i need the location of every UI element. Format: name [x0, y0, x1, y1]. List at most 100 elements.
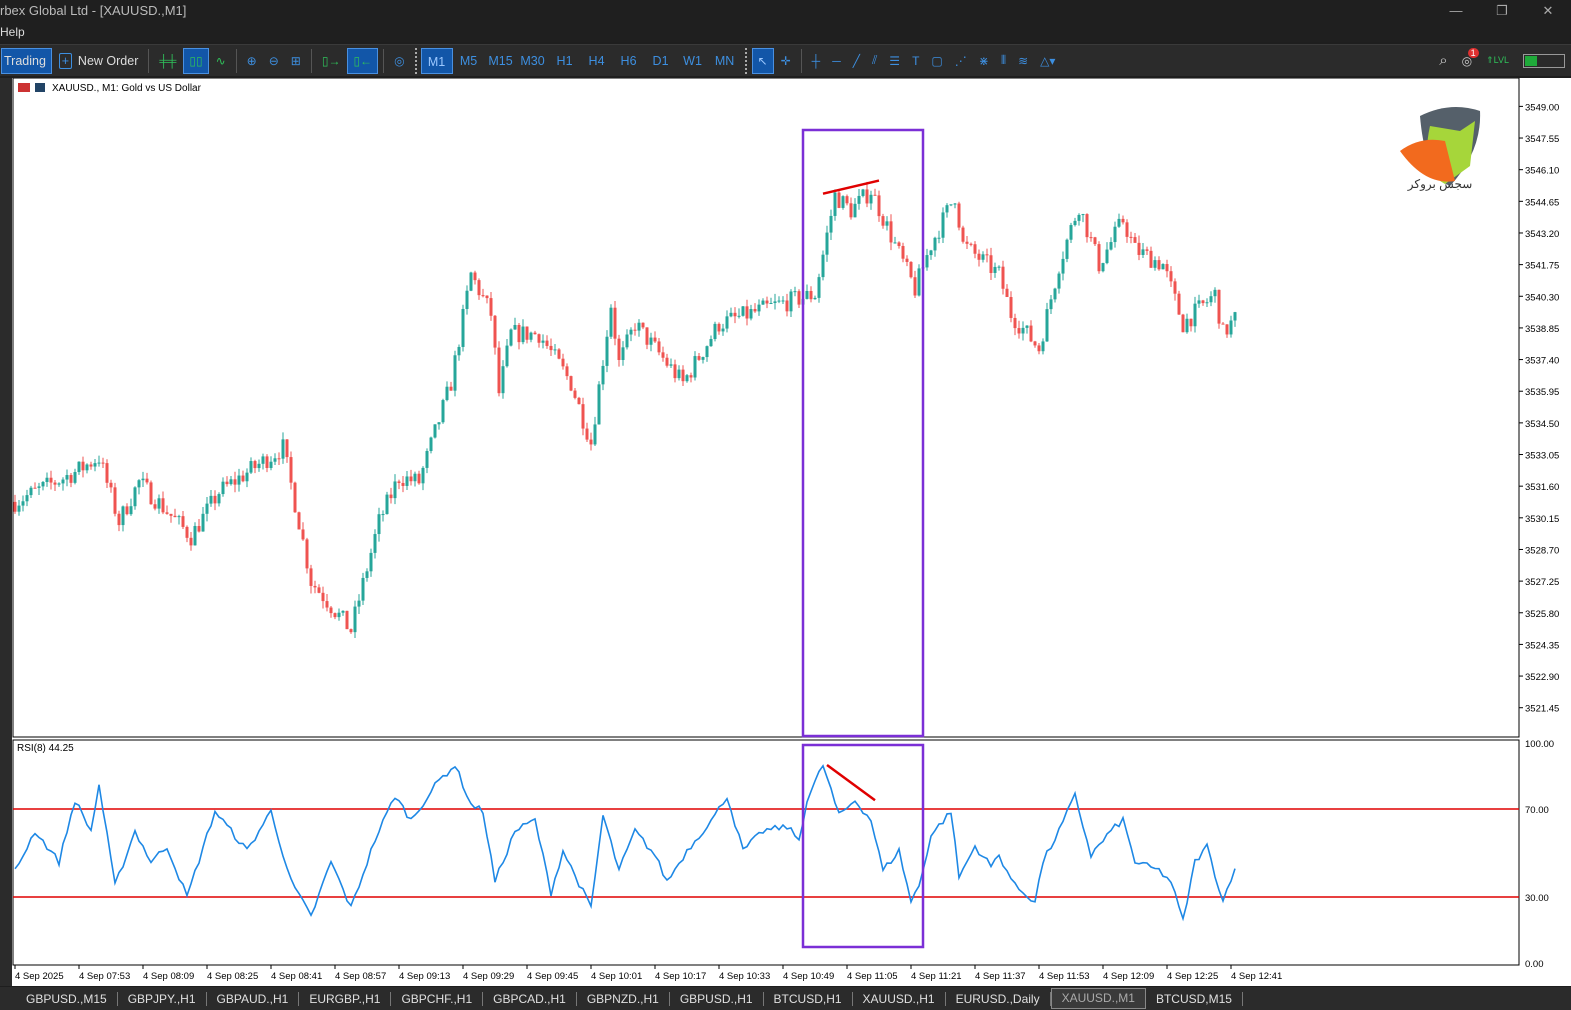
notifications-icon[interactable]: ◎ 1: [1462, 47, 1479, 68]
candle: [145, 472, 149, 485]
price-tick-label: 3530.15: [1525, 514, 1559, 525]
maximize-button[interactable]: ❐: [1496, 3, 1508, 18]
candle: [989, 247, 993, 281]
timeframe-h1[interactable]: H1: [556, 53, 573, 68]
candle: [505, 339, 509, 368]
candle: [253, 459, 257, 474]
candle: [1053, 287, 1057, 303]
candle: [677, 365, 681, 381]
chart-tab[interactable]: GBPCHF.,H1: [391, 991, 484, 1006]
chart-tab[interactable]: GBPAUD.,H1: [207, 991, 300, 1006]
zoom-in-icon[interactable]: ⊕: [246, 53, 257, 68]
equidistant-channel-icon[interactable]: ⫽: [871, 53, 878, 67]
candle: [1025, 325, 1029, 334]
candle: [57, 482, 61, 487]
timeframe-d1[interactable]: D1: [652, 53, 669, 68]
candle: [465, 285, 469, 315]
candle: [341, 610, 345, 616]
candlestick-chart-icon[interactable]: ▯▯: [183, 47, 209, 74]
timeframe-w1[interactable]: W1: [683, 53, 702, 68]
rsi-divergence-trendline[interactable]: [826, 763, 876, 802]
bar-chart-icon[interactable]: ╪╪: [159, 53, 177, 68]
chart-tab[interactable]: EURUSD.,Daily: [946, 991, 1051, 1006]
screenshot-icon[interactable]: ◎: [394, 53, 405, 68]
price-divergence-trendline[interactable]: [822, 179, 880, 195]
fibo-fan-icon[interactable]: ⋇: [978, 53, 989, 68]
timeframe-m5[interactable]: M5: [459, 53, 478, 68]
rsi-highlight-rectangle[interactable]: [801, 743, 925, 949]
candle: [289, 451, 293, 490]
candle: [925, 248, 929, 271]
chart-tab[interactable]: BTCUSD,M15: [1146, 991, 1243, 1006]
chart-shift-icon[interactable]: ▯→: [321, 53, 341, 68]
crosshair-icon[interactable]: ✛: [780, 53, 791, 68]
timeframe-h4[interactable]: H4: [588, 53, 605, 68]
signal-level-icon[interactable]: ⇑LVL: [1486, 55, 1509, 65]
cycle-lines-icon[interactable]: ⦀: [1000, 53, 1007, 67]
price-tick-label: 3524.35: [1525, 640, 1559, 651]
candle: [61, 477, 65, 491]
rsi-pane[interactable]: [12, 739, 1520, 966]
line-chart-icon[interactable]: ∿: [215, 53, 226, 68]
chart-tab[interactable]: GBPUSD.,H1: [670, 991, 764, 1006]
zoom-out-icon[interactable]: ⊖: [268, 53, 279, 68]
candle: [649, 332, 653, 352]
timeframe-m15[interactable]: M15: [488, 53, 513, 68]
candle: [69, 472, 73, 488]
shapes-icon[interactable]: △▾: [1040, 53, 1056, 68]
candle: [813, 295, 817, 300]
vertical-line-icon[interactable]: ┼: [811, 53, 821, 68]
chart-tab[interactable]: GBPCAD.,H1: [483, 991, 577, 1006]
price-pane[interactable]: [12, 77, 1520, 738]
algo-trading-button[interactable]: Trading: [1, 47, 52, 74]
rectangle-icon[interactable]: ▢: [931, 53, 943, 68]
candle: [97, 455, 101, 467]
chart-tab[interactable]: XAUUSD.,H1: [853, 991, 946, 1006]
rsi-label: RSI(8) 44.25: [17, 743, 74, 754]
candle: [1085, 213, 1089, 243]
candle: [1069, 222, 1073, 244]
cursor-icon[interactable]: ↖: [751, 47, 774, 74]
candle: [1061, 251, 1065, 281]
trendline-icon[interactable]: ╱: [852, 53, 860, 68]
autoscroll-icon[interactable]: ▯←: [347, 47, 379, 74]
candle: [641, 322, 645, 330]
close-button[interactable]: ✕: [1542, 3, 1554, 18]
chart-tab[interactable]: GBPNZD.,H1: [577, 991, 670, 1006]
menu-help[interactable]: Help: [0, 25, 25, 39]
new-order-button[interactable]: + New Order: [54, 48, 143, 74]
time-tick-label: 4 Sep 08:57: [335, 971, 386, 982]
search-icon[interactable]: ⌕: [1439, 52, 1448, 69]
chart-tab[interactable]: BTCUSD,H1: [764, 991, 853, 1006]
chart-tab[interactable]: XAUUSD.,M1: [1050, 988, 1146, 1009]
fibonacci-icon[interactable]: ☰: [889, 53, 901, 68]
pitchfork-icon[interactable]: ≋: [1018, 53, 1029, 68]
candle: [589, 432, 593, 451]
chart-tab[interactable]: GBPUSD.,M15: [16, 991, 118, 1006]
chart-tab[interactable]: GBPJPY.,H1: [118, 991, 207, 1006]
candle: [753, 303, 757, 313]
chart-tab[interactable]: EURGBP.,H1: [299, 991, 392, 1006]
timeframe-m1[interactable]: M1: [420, 47, 453, 74]
candle: [265, 454, 269, 473]
timeframe-mn[interactable]: MN: [714, 53, 735, 68]
candle: [1037, 343, 1041, 355]
candle: [537, 333, 541, 348]
chart-canvas[interactable]: XAUUSD., M1: Gold vs US Dollar RSI(8) 44.…: [12, 77, 1571, 986]
timeframe-m30[interactable]: M30: [520, 53, 545, 68]
horizontal-line-icon[interactable]: ─: [832, 53, 841, 68]
candle: [1029, 320, 1033, 343]
text-icon[interactable]: T: [912, 53, 920, 68]
candle: [961, 225, 965, 244]
tile-windows-icon[interactable]: ⊞: [290, 53, 301, 68]
price-highlight-rectangle[interactable]: [801, 128, 925, 738]
minimize-button[interactable]: —: [1449, 3, 1463, 18]
gann-fan-icon[interactable]: ⋰: [954, 53, 967, 68]
candle: [1125, 219, 1129, 243]
chart-window[interactable]: XAUUSD., M1: Gold vs US Dollar RSI(8) 44.…: [12, 77, 1571, 986]
candle: [549, 338, 553, 356]
candle: [405, 471, 409, 491]
candle: [885, 216, 889, 231]
timeframe-h6[interactable]: H6: [620, 53, 637, 68]
candle: [109, 479, 113, 493]
